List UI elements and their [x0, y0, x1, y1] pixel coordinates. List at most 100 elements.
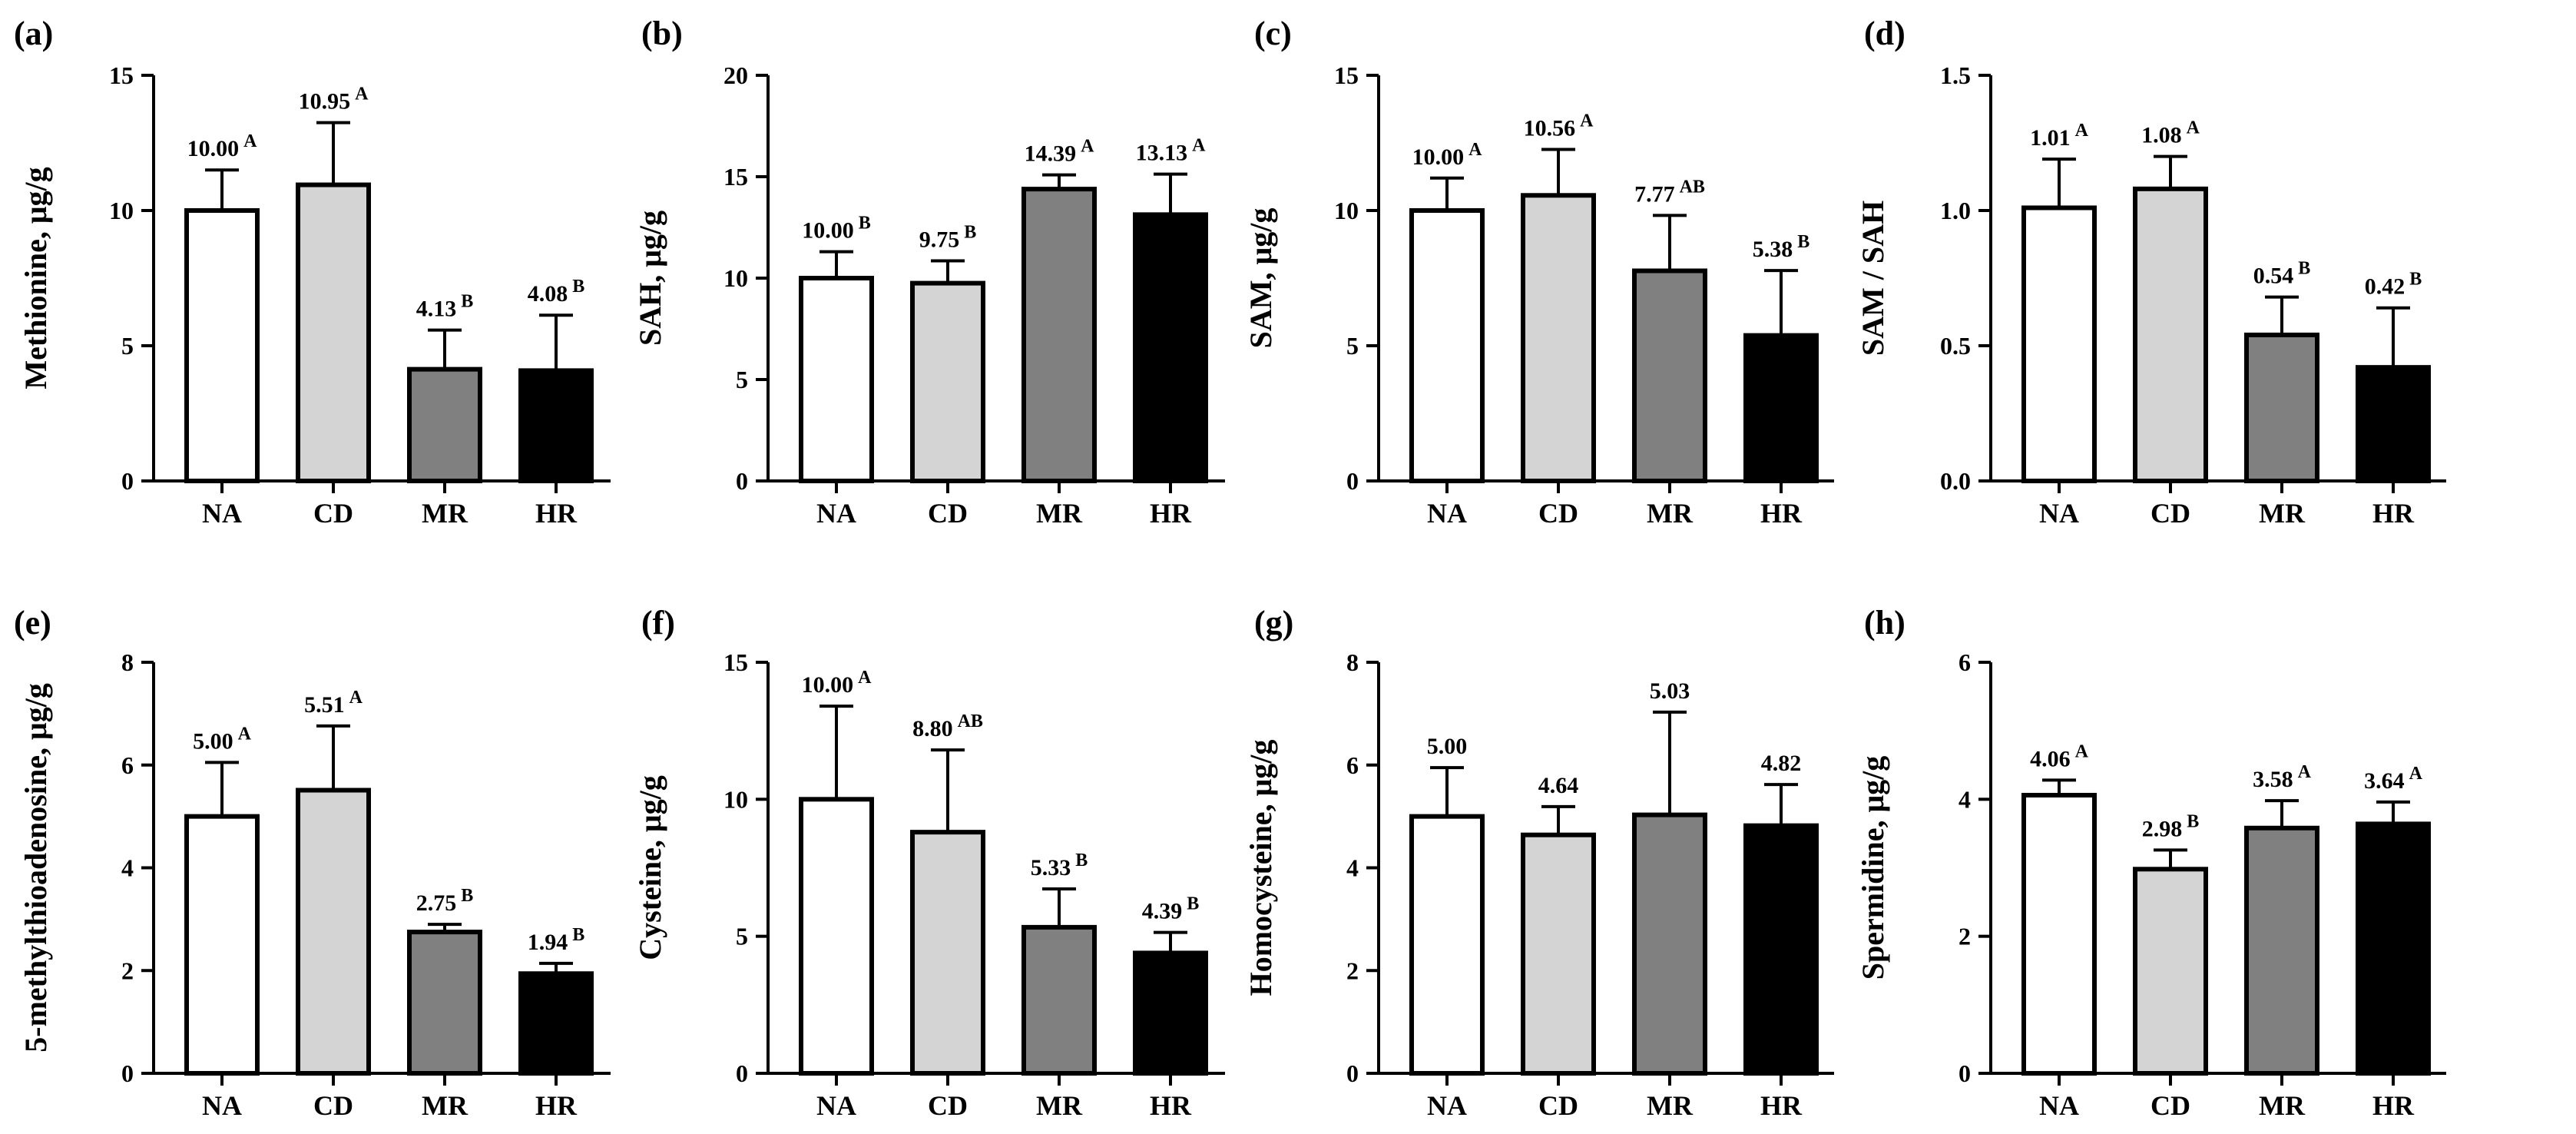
y-tick-label: 4 [1346, 854, 1359, 882]
data-label-value: 5.00 [193, 728, 233, 754]
significance-letter: A [243, 131, 257, 151]
panel-label: (b) [641, 15, 683, 52]
bar-cd [910, 280, 985, 483]
significance-letter: AB [958, 711, 983, 731]
data-label: 2.75 B [416, 886, 474, 916]
data-label: 10.00 A [187, 131, 258, 161]
data-label-value: 1.94 [528, 930, 568, 955]
x-tick-label: MR [2259, 1090, 2306, 1121]
significance-letter: A [858, 668, 872, 688]
y-tick-label: 6 [1346, 751, 1359, 779]
data-label: 4.39 B [1142, 894, 1200, 924]
significance-letter: A [2075, 121, 2089, 141]
data-label-value: 10.00 [802, 218, 854, 244]
significance-letter: B [2298, 259, 2310, 279]
x-tick-label: NA [816, 498, 856, 529]
bar-hr [2356, 821, 2431, 1076]
x-tick-label: NA [202, 498, 242, 529]
bar-cd [1521, 193, 1596, 483]
significance-letter: A [2298, 762, 2312, 782]
y-tick-label: 5 [736, 366, 748, 393]
panel-label: (d) [1864, 15, 1906, 52]
y-tick-label: 10 [723, 785, 748, 813]
x-tick-label: NA [202, 1090, 242, 1121]
bar-mr [1021, 924, 1097, 1076]
x-tick-label: MR [2259, 498, 2306, 529]
x-tick-label: NA [1427, 1090, 1467, 1121]
data-label: 4.64 [1538, 773, 1579, 798]
x-tick-label: CD [313, 498, 353, 529]
bar-mr [1632, 812, 1707, 1076]
data-label: 10.00 A [1412, 140, 1483, 170]
data-label-value: 4.13 [416, 297, 457, 322]
y-tick-label: 15 [723, 163, 748, 191]
bar-hr [1133, 212, 1208, 483]
y-tick-label: 5 [1346, 332, 1359, 360]
significance-letter: B [572, 277, 584, 297]
data-label-value: 4.82 [1761, 751, 1802, 776]
data-label-value: 10.56 [1524, 115, 1576, 141]
significance-letter: A [1580, 111, 1594, 131]
data-label-value: 1.01 [2030, 125, 2071, 151]
data-label: 3.58 A [2253, 762, 2312, 792]
bar-hr [1743, 823, 1819, 1076]
bar-cd [296, 788, 371, 1076]
bar-na [184, 208, 260, 483]
y-tick-label: 0 [736, 467, 748, 495]
data-label-value: 4.08 [528, 281, 568, 307]
panel-label: (c) [1254, 15, 1292, 52]
significance-letter: A [1081, 137, 1094, 157]
y-tick-label: 0 [736, 1059, 748, 1087]
y-tick-label: 15 [1334, 61, 1359, 89]
bar-na [2021, 205, 2097, 483]
chart-panel: (h)Spermidine, μg/g 4.06 A2.98 B3.58 A 3.64 A0… [1856, 604, 2446, 1121]
y-axis-label: SAH, μg/g [633, 211, 667, 346]
x-tick-label: MR [1036, 498, 1083, 529]
bar-mr [2244, 332, 2319, 484]
significance-letter: A [1468, 140, 1482, 160]
data-label-value: 14.39 [1025, 141, 1077, 167]
data-label: 4.82 [1761, 751, 1802, 776]
data-label: 3.64 A [2364, 764, 2423, 794]
bar-na [799, 797, 874, 1076]
data-label: 10.00 A [802, 668, 872, 698]
x-tick-label: CD [2151, 1090, 2190, 1121]
significance-letter: A [1192, 136, 1206, 156]
y-tick-label: 8 [1346, 648, 1359, 676]
significance-letter: B [2187, 811, 2199, 831]
panel-label: (h) [1864, 604, 1906, 642]
significance-letter: B [1187, 894, 1199, 914]
y-axis-label: 5-methylthioadenosine, μg/g [18, 683, 53, 1052]
data-label: 4.08 B [528, 277, 585, 307]
y-axis-label: Cysteine, μg/g [633, 775, 667, 960]
y-tick-label: 0 [1346, 1059, 1359, 1087]
significance-letter: B [964, 223, 976, 243]
bar-na [1409, 208, 1485, 483]
data-label: 5.38 B [1753, 232, 1810, 262]
x-tick-label: NA [2039, 498, 2079, 529]
significance-letter: A [355, 85, 369, 104]
y-tick-label: 0 [1958, 1059, 1971, 1087]
bar-cd [296, 182, 371, 483]
panel-label: (a) [14, 15, 53, 52]
y-tick-label: 6 [121, 751, 134, 779]
y-tick-label: 15 [109, 61, 134, 89]
y-tick-label: 0 [1346, 467, 1359, 495]
data-label-value: 10.95 [299, 89, 351, 114]
y-tick-label: 4 [1958, 785, 1971, 813]
data-label-value: 0.42 [2365, 274, 2405, 300]
panel-label: (f) [641, 604, 675, 642]
significance-letter: B [859, 214, 871, 234]
x-tick-label: CD [313, 1090, 353, 1121]
significance-letter: A [238, 724, 252, 744]
y-tick-label: 5 [121, 332, 134, 360]
data-label-value: 5.38 [1753, 237, 1793, 262]
data-label-value: 9.75 [919, 227, 960, 253]
significance-letter: B [2409, 270, 2422, 290]
significance-letter: A [349, 688, 363, 708]
bar-na [2021, 792, 2097, 1076]
y-tick-label: 0 [121, 1059, 134, 1087]
y-axis-label: Methionine, μg/g [18, 167, 53, 389]
